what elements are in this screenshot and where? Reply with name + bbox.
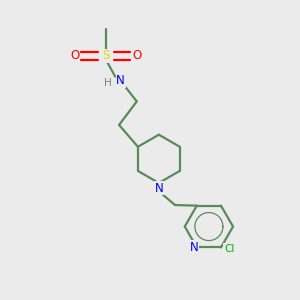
Text: N: N [116, 74, 125, 87]
Text: H: H [104, 78, 112, 88]
Text: O: O [132, 49, 141, 62]
Text: N: N [154, 182, 163, 195]
Text: O: O [70, 49, 80, 62]
Text: Cl: Cl [224, 244, 234, 254]
Text: S: S [102, 49, 110, 62]
Text: N: N [190, 241, 198, 254]
